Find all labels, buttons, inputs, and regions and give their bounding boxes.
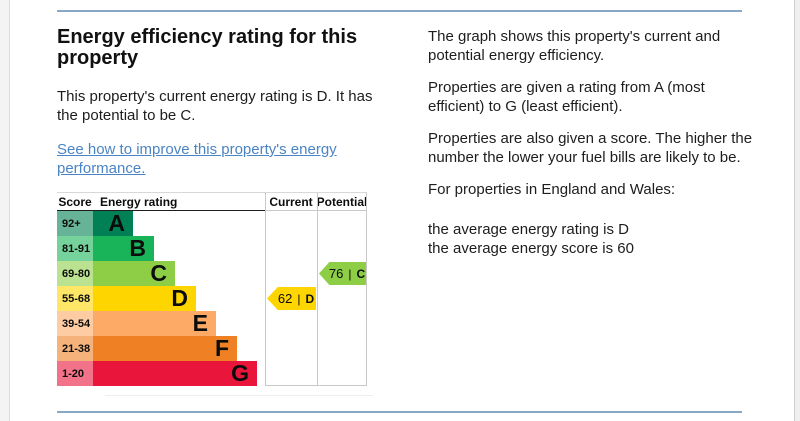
score-range-c: 69-80 [57,261,93,286]
score-range-e: 39-54 [57,311,93,336]
current-rating-arrow: 62 | D [267,287,316,310]
rating-bar-g: G [93,360,257,386]
current-rating-arrow-separator: | [297,291,301,306]
average-stats-text: the average energy rating is D the avera… [428,221,634,257]
energy-rating-chart: Score Energy rating Current Potential 92+ A 81… [57,192,367,386]
current-rating-arrow-score: 62 [277,291,293,306]
rating-band-row-e: 39-54 E [57,310,367,336]
rating-bar-a: A [93,210,133,236]
score-range-b: 81-91 [57,236,93,261]
score-description-text: Properties are also given a score. The h… [428,130,753,166]
rating-bar-c: C [93,260,175,286]
energy-rating-column-header: Energy rating [93,193,265,211]
score-range-a: 92+ [57,211,93,236]
improve-property-link[interactable]: See how to improve this property's energ… [57,141,337,177]
score-range-d: 55-68 [57,286,93,311]
section-top-rule [57,10,742,12]
potential-column-header: Potential [317,193,367,211]
current-column-left-border [265,193,266,386]
rating-bar-f: F [93,335,237,361]
rating-band-row-b: 81-91 B [57,235,367,261]
graph-description-text: The graph shows this property's current … [428,28,721,64]
england-wales-intro-text: For properties in England and Wales: [428,181,676,198]
chart-bottom-divider [105,395,373,396]
section-bottom-rule [57,411,742,413]
current-column-header: Current [265,193,317,211]
chart-right-border [366,193,367,386]
current-rating-arrow-letter: D [305,291,315,306]
score-range-f: 21-38 [57,336,93,361]
potential-rating-arrow-separator: | [348,266,352,281]
page-left-edge [0,0,10,421]
potential-rating-arrow: 76 | C [319,262,366,285]
rating-band-row-a: 92+ A [57,210,367,236]
rating-summary-text: This property's current energy rating is… [57,88,373,124]
scrollbar-track[interactable] [794,0,800,421]
potential-column-left-border [317,193,318,386]
rating-bar-b: B [93,235,154,261]
columns-bottom-border [265,385,367,386]
rating-bar-e: E [93,310,216,336]
chart-header-row: Score Energy rating Current Potential [57,193,367,211]
rating-band-row-c: 69-80 C [57,260,367,286]
potential-rating-arrow-score: 76 [328,266,344,281]
explanation-column: The graph shows this property's current … [428,27,758,271]
rating-band-row-g: 1-20 G [57,360,367,386]
page-title: Energy efficiency rating for this proper… [57,26,358,69]
score-column-header: Score [57,193,93,211]
rating-bar-d: D [93,285,196,311]
rating-scale-text: Properties are given a rating from A (mo… [428,79,705,115]
rating-band-row-f: 21-38 F [57,335,367,361]
score-range-g: 1-20 [57,361,93,386]
rating-band-row-d: 55-68 D [57,285,367,311]
potential-rating-arrow-letter: C [356,266,366,281]
